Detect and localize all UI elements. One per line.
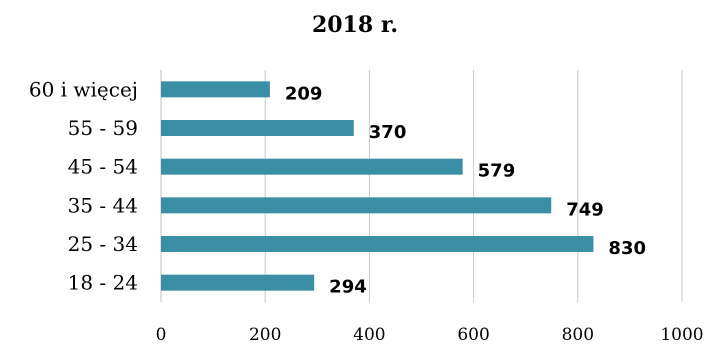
category-label: 25 - 34 xyxy=(68,232,138,256)
bars xyxy=(161,81,594,291)
x-tick-label: 600 xyxy=(457,325,489,345)
data-label: 830 xyxy=(608,238,646,259)
data-label: 209 xyxy=(285,83,323,104)
bar xyxy=(161,197,552,214)
data-label: 749 xyxy=(566,199,604,220)
bar xyxy=(161,158,463,175)
bar xyxy=(161,236,594,252)
gridlines xyxy=(264,70,683,302)
category-label: 60 i więcej xyxy=(29,77,138,101)
x-tick-labels: 0 200 400 600 800 1000 xyxy=(156,325,704,345)
category-label: 18 - 24 xyxy=(68,271,138,295)
x-tick-label: 400 xyxy=(353,325,385,345)
category-label: 35 - 44 xyxy=(68,193,138,217)
bar xyxy=(161,274,315,291)
category-labels: 60 i więcej 55 - 59 45 - 54 35 - 44 25 - 34 1… xyxy=(29,77,138,294)
chart-title: 2018 r. xyxy=(312,12,398,38)
category-label: 45 - 54 xyxy=(68,155,138,179)
x-tick-label: 800 xyxy=(562,325,594,345)
data-label: 370 xyxy=(369,122,407,143)
x-tick-label: 0 xyxy=(156,325,167,345)
data-label: 294 xyxy=(329,277,367,298)
bar xyxy=(161,120,354,136)
x-tick-label: 1000 xyxy=(660,325,703,345)
x-tick-label: 200 xyxy=(249,325,281,345)
category-label: 55 - 59 xyxy=(68,116,138,140)
bar xyxy=(161,81,270,98)
data-label: 579 xyxy=(478,161,516,182)
